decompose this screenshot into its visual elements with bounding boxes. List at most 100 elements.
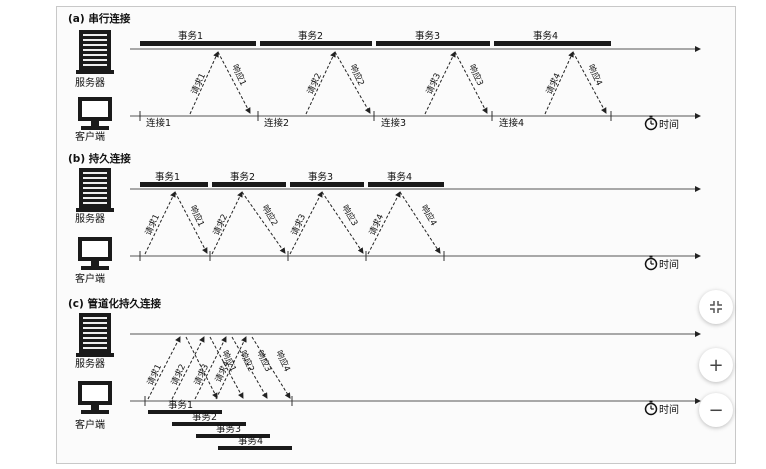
response-label: 响应3 bbox=[339, 203, 360, 228]
transaction-bar bbox=[212, 182, 286, 187]
transaction-label: 事务2 bbox=[192, 411, 217, 423]
client-label: 客户端 bbox=[75, 418, 105, 431]
response-arrow bbox=[454, 51, 488, 114]
request-arrow bbox=[189, 51, 219, 115]
response-label: 响应4 bbox=[418, 203, 439, 228]
transaction-bar bbox=[376, 41, 490, 46]
fit-screen-icon bbox=[710, 301, 722, 313]
request-arrow bbox=[367, 191, 401, 255]
server-label: 服务器 bbox=[75, 212, 105, 225]
response-arrow bbox=[217, 51, 251, 114]
response-arrow bbox=[321, 191, 364, 254]
transaction-label: 事务3 bbox=[308, 171, 333, 183]
response-label: 响应1 bbox=[229, 63, 248, 88]
client-label: 客户端 bbox=[75, 130, 105, 143]
client-icon bbox=[78, 237, 112, 270]
response-arrow bbox=[241, 191, 286, 254]
transaction-label: 事务4 bbox=[387, 171, 412, 183]
request-arrow bbox=[211, 191, 243, 255]
request-label: 请求3 bbox=[424, 71, 443, 96]
transaction-label: 事务1 bbox=[155, 171, 180, 183]
section-b-title: (b) 持久连接 bbox=[68, 152, 131, 165]
server-icon bbox=[76, 168, 114, 212]
request-label: 请求1 bbox=[189, 71, 208, 96]
connection-label: 连接2 bbox=[264, 117, 289, 129]
section-a-title: (a) 串行连接 bbox=[68, 12, 131, 25]
request-arrow bbox=[147, 336, 181, 400]
server-label: 服务器 bbox=[75, 357, 105, 370]
response-label: 响应2 bbox=[259, 203, 280, 228]
transaction-bar bbox=[494, 41, 611, 46]
response-label: 响应3 bbox=[254, 349, 273, 374]
transaction-label: 事务3 bbox=[216, 423, 241, 435]
request-arrow bbox=[544, 51, 574, 115]
client-icon bbox=[78, 97, 112, 130]
request-arrow bbox=[289, 191, 323, 255]
request-label: 请求2 bbox=[305, 71, 324, 96]
clock-icon bbox=[644, 254, 658, 271]
zoom-in-button[interactable]: + bbox=[699, 348, 733, 382]
server-icon bbox=[76, 30, 114, 74]
response-label: 响应2 bbox=[237, 349, 256, 374]
transaction-label: 事务2 bbox=[230, 171, 255, 183]
diagram-frame bbox=[56, 6, 736, 464]
request-label: 请求4 bbox=[544, 71, 563, 96]
zoom-out-icon: − bbox=[708, 399, 724, 421]
request-label: 请求2 bbox=[169, 362, 188, 387]
request-arrow bbox=[424, 51, 456, 115]
response-label: 响应4 bbox=[585, 63, 604, 88]
transaction-label: 事务1 bbox=[178, 30, 203, 42]
transaction-bar bbox=[140, 41, 256, 46]
time-label: 时间 bbox=[659, 118, 679, 131]
client-label: 客户端 bbox=[75, 272, 105, 285]
time-label: 时间 bbox=[659, 258, 679, 271]
response-arrow bbox=[572, 51, 607, 114]
connection-label: 连接3 bbox=[381, 117, 406, 129]
transaction-bar bbox=[140, 182, 208, 187]
request-label: 请求1 bbox=[145, 362, 164, 387]
response-arrow bbox=[251, 336, 291, 399]
response-arrow bbox=[185, 336, 218, 399]
time-label: 时间 bbox=[659, 403, 679, 416]
transaction-bar bbox=[172, 422, 246, 426]
server-icon bbox=[76, 313, 114, 357]
request-arrow bbox=[144, 191, 176, 255]
response-arrow bbox=[399, 191, 441, 254]
request-arrow bbox=[215, 336, 247, 400]
request-arrow bbox=[305, 51, 336, 115]
response-arrow bbox=[334, 51, 371, 114]
transaction-bar bbox=[148, 410, 222, 414]
transaction-label: 事务3 bbox=[415, 30, 440, 42]
response-arrow bbox=[209, 336, 244, 399]
response-label: 响应4 bbox=[273, 349, 292, 374]
request-arrow bbox=[171, 336, 205, 400]
response-label: 响应3 bbox=[466, 63, 485, 88]
clock-icon bbox=[644, 114, 658, 131]
zoom-out-button[interactable]: − bbox=[699, 393, 733, 427]
clock-icon bbox=[644, 399, 658, 416]
transaction-label: 事务4 bbox=[533, 30, 558, 42]
fit-screen-button[interactable] bbox=[699, 290, 733, 324]
transaction-label: 事务4 bbox=[238, 435, 263, 447]
zoom-in-icon: + bbox=[708, 354, 724, 376]
transaction-bar bbox=[218, 446, 292, 450]
transaction-bar bbox=[368, 182, 444, 187]
response-arrow bbox=[231, 336, 268, 399]
server-label: 服务器 bbox=[75, 76, 105, 89]
transaction-bar bbox=[196, 434, 270, 438]
section-c-title: (c) 管道化持久连接 bbox=[68, 297, 161, 310]
response-label: 响应1 bbox=[187, 204, 206, 229]
connection-label: 连接4 bbox=[499, 117, 524, 129]
transaction-label: 事务2 bbox=[298, 30, 323, 42]
client-icon bbox=[78, 381, 112, 414]
transaction-bar bbox=[260, 41, 372, 46]
transaction-bar bbox=[290, 182, 364, 187]
request-arrow bbox=[194, 336, 227, 400]
response-label: 响应2 bbox=[347, 63, 366, 88]
connection-label: 连接1 bbox=[146, 117, 171, 129]
transaction-label: 事务1 bbox=[168, 399, 193, 411]
request-label: 请求3 bbox=[192, 362, 211, 387]
request-label: 请求2 bbox=[211, 212, 230, 237]
response-arrow bbox=[174, 191, 208, 254]
